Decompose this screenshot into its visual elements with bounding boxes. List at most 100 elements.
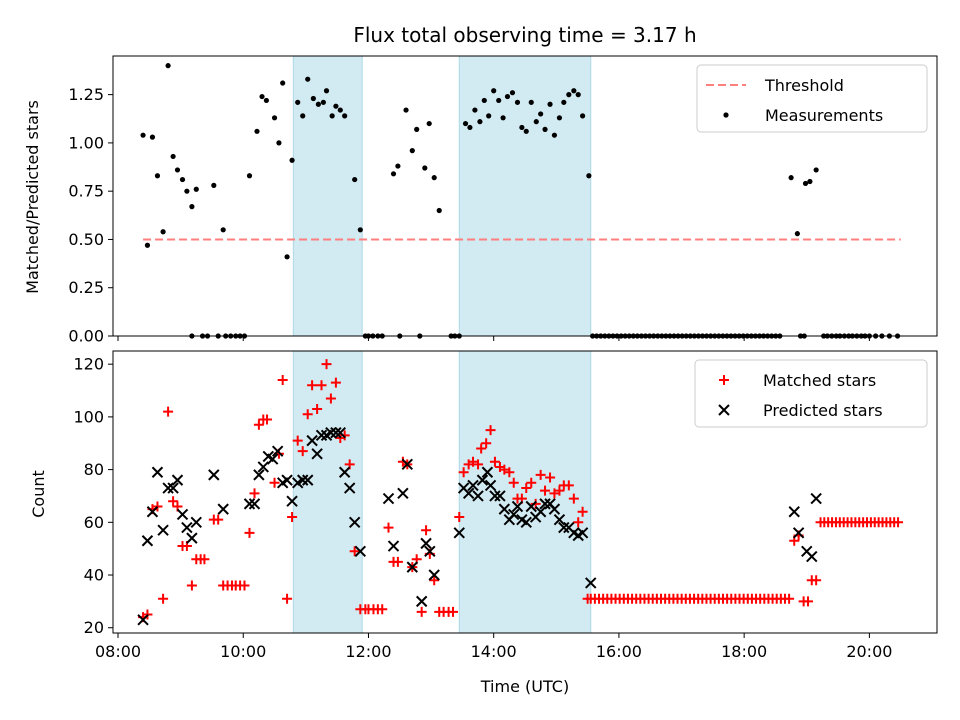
data-point	[392, 556, 403, 567]
data-point	[540, 485, 551, 496]
data-point	[253, 469, 265, 481]
data-point	[511, 500, 524, 513]
x-tick-label: 16:00	[596, 642, 642, 661]
data-point	[528, 99, 534, 105]
data-point	[496, 97, 502, 104]
data-point	[401, 458, 413, 471]
data-point	[286, 495, 298, 507]
data-point	[580, 113, 586, 119]
shaded-interval	[292, 350, 363, 634]
data-point	[538, 111, 544, 117]
data-point	[333, 103, 339, 109]
data-point	[163, 406, 174, 417]
data-point	[813, 167, 819, 173]
data-point	[320, 99, 326, 105]
data-point	[217, 503, 229, 515]
data-point	[146, 506, 159, 518]
data-point	[453, 527, 465, 539]
data-point	[500, 115, 506, 121]
data-point	[428, 569, 440, 581]
data-point	[397, 487, 409, 500]
data-point	[357, 227, 363, 233]
data-point	[447, 606, 458, 617]
data-point	[467, 124, 473, 131]
data-point	[561, 99, 567, 105]
top-panel: 0.00 0.25 0.50 0.75 1.00 1.25 Threshold Measure…	[68, 55, 938, 346]
data-point	[409, 148, 415, 154]
y-tick-label: 80	[84, 460, 104, 479]
data-point	[542, 126, 548, 132]
data-point	[160, 229, 166, 235]
data-point	[489, 490, 501, 502]
data-point	[348, 516, 361, 529]
data-point	[383, 522, 394, 533]
data-point	[509, 90, 516, 96]
data-point	[254, 128, 260, 134]
legend-box	[696, 64, 928, 133]
data-point	[354, 545, 367, 558]
data-point	[526, 477, 537, 488]
data-point	[406, 561, 419, 573]
data-point	[310, 95, 316, 102]
legend: Threshold Measurements	[696, 64, 928, 133]
data-point	[436, 207, 442, 214]
data-point	[338, 466, 351, 478]
data-point	[498, 503, 511, 515]
data-point	[140, 132, 146, 138]
data-point	[421, 525, 432, 536]
data-point	[545, 472, 556, 483]
data-point	[257, 461, 269, 473]
data-point	[485, 425, 496, 436]
data-point	[211, 182, 217, 188]
data-point	[144, 242, 151, 248]
data-point	[462, 120, 469, 127]
data-point	[248, 498, 261, 510]
y-tick-label: 0.00	[68, 327, 104, 346]
data-point	[280, 80, 286, 86]
data-point	[415, 595, 428, 608]
data-point	[269, 477, 280, 488]
data-point	[472, 107, 478, 113]
data-point	[468, 456, 479, 467]
data-point	[271, 445, 284, 457]
data-point	[508, 508, 520, 521]
data-point	[149, 134, 156, 140]
data-point	[151, 466, 164, 478]
chart-title: Flux total observing time = 3.17 h	[353, 23, 696, 47]
data-point	[810, 492, 822, 505]
x-tick-label: 12:00	[345, 642, 391, 661]
data-point	[137, 614, 149, 626]
data-point	[289, 157, 295, 163]
data-point	[330, 426, 342, 439]
bottom-panel: 20 40 60 80 100 120 08:00 10:00 12:00 14:00 16:00 1…	[73, 350, 938, 661]
data-point	[568, 493, 579, 504]
data-point	[186, 532, 198, 544]
top-y-axis-label: Matched/Predicted stars	[23, 100, 42, 294]
data-point	[563, 480, 574, 491]
y-tick-label: 60	[84, 513, 104, 532]
data-point	[181, 521, 193, 534]
legend-label: Measurements	[765, 106, 883, 125]
data-point	[521, 483, 532, 494]
data-point	[316, 380, 327, 391]
data-point	[577, 506, 588, 517]
bottom-y-axis-label: Count	[29, 470, 48, 518]
data-point	[476, 443, 487, 454]
y-tick-label: 1.25	[68, 85, 104, 104]
data-point	[504, 467, 515, 478]
data-point	[342, 113, 348, 119]
data-point	[548, 503, 561, 515]
legend-label: Threshold	[764, 76, 844, 95]
data-point	[788, 506, 800, 518]
data-point	[297, 446, 308, 457]
y-tick-label: 0.75	[68, 182, 104, 201]
data-point	[481, 438, 492, 449]
y-tick-label: 1.00	[68, 133, 104, 152]
data-point	[186, 580, 197, 591]
x-tick-label: 08:00	[95, 642, 141, 661]
data-point	[535, 469, 546, 480]
data-point	[158, 593, 169, 604]
data-point	[534, 506, 547, 518]
data-point	[553, 513, 566, 526]
data-point	[152, 501, 163, 512]
